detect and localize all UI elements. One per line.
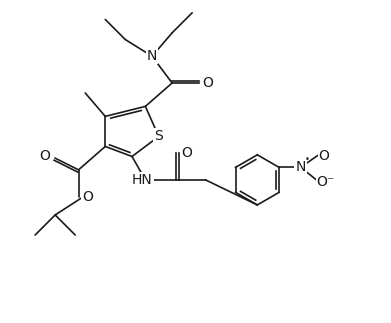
Text: O: O [182,146,193,160]
Text: HN: HN [132,173,152,187]
Text: O: O [83,190,93,203]
Text: O: O [40,150,50,163]
Text: N: N [296,160,306,174]
Text: S: S [154,130,163,143]
Text: O: O [319,149,330,163]
Text: N: N [147,49,157,63]
Text: O: O [202,76,213,90]
Text: O⁻: O⁻ [317,175,335,189]
Text: •: • [304,155,309,164]
